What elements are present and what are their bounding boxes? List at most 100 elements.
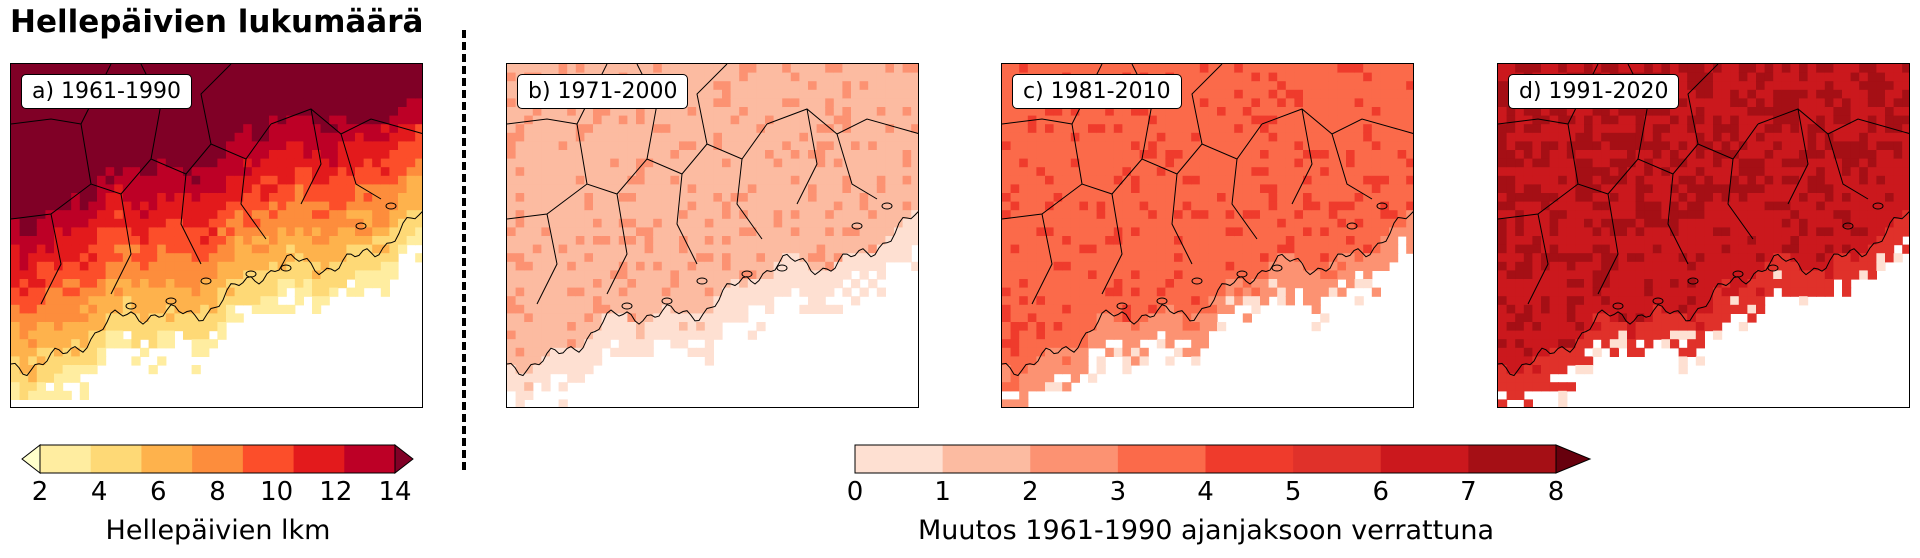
map-cell [1036,227,1046,237]
map-cell [868,72,878,82]
map-cell [380,201,390,211]
map-cell [593,193,603,203]
map-cell [79,339,89,349]
map-cell [1523,253,1533,263]
map-cell [833,201,843,211]
map-cell [739,184,749,194]
map-cell [1311,193,1321,203]
map-cell [825,158,835,168]
map-cell [1174,124,1184,134]
map-cell [842,244,852,254]
map-cell [825,167,835,177]
map-cell [131,210,141,220]
map-cell [79,253,89,263]
map-cell [1199,98,1209,108]
map-cell [722,141,732,151]
map-cell [28,132,38,142]
map-cell [1122,167,1132,177]
map-cell [303,107,313,117]
map-cell [816,81,826,91]
map-cell [114,193,124,203]
map-cell [303,64,313,74]
map-cell [541,261,551,271]
map-cell [618,124,628,134]
map-cell [114,167,124,177]
map-cells [1002,64,1413,407]
map-cell [722,124,732,134]
map-cell [1045,150,1055,160]
map-cell [876,124,886,134]
map-cell [584,64,594,74]
map-cell [765,210,775,220]
map-cell [337,193,347,203]
map-cell [601,175,611,185]
map-cell [19,339,29,349]
map-cell [1002,313,1012,323]
map-cell [165,287,175,297]
map-cell [1225,244,1235,254]
map-cell [851,193,861,203]
map-cell [11,141,21,151]
map-cell [1320,115,1330,125]
map-cell [1096,313,1106,323]
map-cell [825,89,835,99]
map-cell [876,64,886,74]
map-cell [45,313,55,323]
map-cell [1062,115,1072,125]
map-cell [191,339,201,349]
map-cell [1010,296,1020,306]
map-cell [1053,296,1063,306]
map-cell [532,201,542,211]
map-cell [868,253,878,263]
map-cell [1575,115,1585,125]
map-cell [243,132,253,142]
map-cell [148,313,158,323]
map-cell [618,115,628,125]
map-cell [346,261,356,271]
map-cell [1079,244,1089,254]
map-cell [294,141,304,151]
map-cell [747,175,757,185]
map-cell [1294,89,1304,99]
map-cell [217,107,227,117]
map-cell [88,150,98,160]
map-cell [1045,270,1055,280]
map-cell [687,236,697,246]
map-cell [140,218,150,228]
map-cell [1328,270,1338,280]
map-cell [1070,150,1080,160]
map-cell [661,236,671,246]
map-cell [1217,270,1227,280]
map-cell [704,72,714,82]
map-cell [1053,236,1063,246]
map-cell [1079,253,1089,263]
map-cell [1320,141,1330,151]
map-cell [808,107,818,117]
map-cell [415,107,422,117]
map-cell [876,175,886,185]
map-cell [105,322,115,332]
map-cell [1010,124,1020,134]
map-cell [1363,218,1373,228]
map-cell [1506,287,1516,297]
map-cell [1182,132,1192,142]
map-cell [636,322,646,332]
map-cell [380,175,390,185]
map-cell [54,382,64,392]
map-cell [1294,261,1304,271]
map-cell [687,175,697,185]
map-cell [524,339,534,349]
map-cell [833,175,843,185]
island-outline [1116,302,1128,310]
map-cell [1019,330,1029,340]
map-cell [1268,158,1278,168]
map-cell [1242,167,1252,177]
map-cell [704,244,714,254]
map-cell [1096,279,1106,289]
map-cell [1389,72,1399,82]
map-cell [876,141,886,151]
map-cell [833,167,843,177]
map-cell [355,124,365,134]
map-cell [1165,227,1175,237]
map-cell [19,227,29,237]
